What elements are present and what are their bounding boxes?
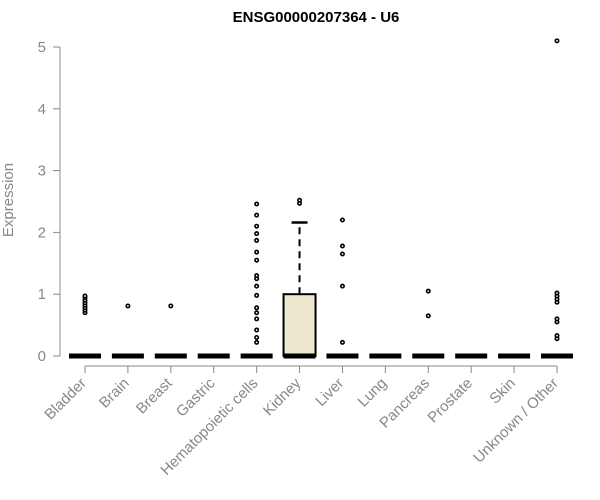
outlier-point	[297, 197, 303, 203]
box-group	[282, 197, 317, 359]
box-group	[154, 303, 187, 359]
outlier-point	[254, 237, 260, 243]
outlier-point	[254, 223, 260, 229]
box-group	[541, 38, 573, 359]
outlier-point	[425, 313, 431, 319]
outlier-point	[254, 257, 260, 263]
outlier-point	[82, 293, 88, 299]
outlier-point	[254, 212, 260, 218]
x-tick-label: Prostate	[424, 375, 476, 427]
x-tick-label: Kidney	[260, 374, 305, 419]
outlier-point	[254, 339, 260, 345]
outlier-point	[254, 273, 260, 279]
x-tick-label: Skin	[486, 375, 519, 408]
outlier-point	[254, 316, 260, 322]
box-group	[240, 201, 273, 359]
outlier-point	[254, 327, 260, 333]
outlier-point	[425, 288, 431, 294]
y-axis-label: Expression	[0, 163, 17, 237]
x-tick-label: Liver	[312, 375, 347, 410]
outlier-point	[125, 303, 131, 309]
outlier-point	[254, 283, 260, 289]
x-tick-label: Brain	[96, 375, 133, 412]
outlier-point	[554, 316, 560, 322]
chart-title: ENSG00000207364 - U6	[233, 9, 400, 26]
outlier-point	[339, 339, 345, 345]
outlier-point	[254, 305, 260, 311]
box-group	[412, 288, 445, 359]
y-tick-label: 0	[38, 348, 46, 365]
outlier-point	[254, 231, 260, 237]
box-group	[326, 217, 359, 359]
outlier-point	[339, 243, 345, 249]
outlier-point	[254, 292, 260, 298]
box-group	[69, 293, 101, 359]
outlier-point	[339, 251, 345, 257]
outlier-point	[254, 201, 260, 207]
outlier-point	[339, 217, 345, 223]
y-tick-label: 5	[38, 39, 46, 56]
x-tick-label: Breast	[133, 374, 176, 417]
outlier-point	[254, 334, 260, 340]
box	[282, 293, 317, 358]
outlier-point	[554, 38, 560, 44]
box-group	[111, 303, 144, 359]
outlier-point	[254, 310, 260, 316]
x-tick-label: Bladder	[41, 375, 90, 424]
outlier-point	[554, 333, 560, 339]
y-tick-label: 3	[38, 163, 46, 180]
y-tick-label: 1	[38, 286, 46, 303]
outlier-point	[254, 249, 260, 255]
plot-area	[69, 38, 573, 359]
y-tick-label: 2	[38, 224, 46, 241]
outlier-point	[168, 303, 174, 309]
y-tick-label: 4	[38, 101, 46, 118]
x-tick-label: Lung	[355, 375, 391, 411]
y-axis: 0 1 2 3 4 5	[38, 39, 61, 365]
outlier-point	[554, 290, 560, 296]
outlier-point	[339, 283, 345, 289]
